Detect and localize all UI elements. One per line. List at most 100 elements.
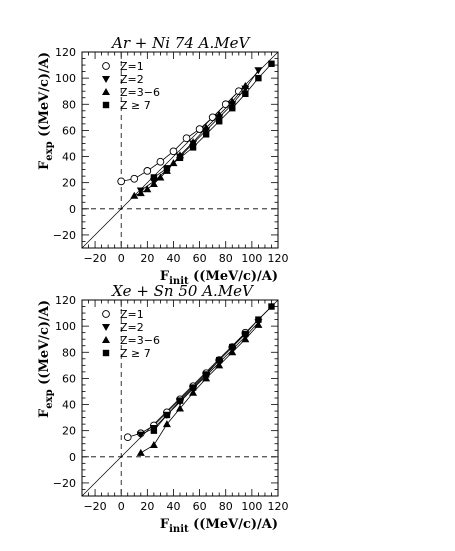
data-point [136,431,145,439]
data-point [176,154,184,162]
x-tick-label: 20 [140,252,154,265]
series-4 [150,303,275,434]
legend-marker [102,62,110,70]
data-point [215,361,224,369]
data-point [216,356,223,364]
data-point [202,131,210,138]
y-tick-label: 60 [62,372,76,385]
data-point [143,185,152,193]
chart-title: Ar + Ni 74 A.MeV [110,34,251,52]
chart-panel-1: −20 0 20 40 60 80 100 120 −20 0 20 40 60 80 100 120 Ar +… [37,34,289,287]
data-point [150,427,158,434]
data-point [268,60,275,67]
legend-label: Z=3−6 [120,86,160,99]
x-tick-label: 100 [241,500,262,513]
x-tick-label: 80 [219,500,233,513]
legend-marker [102,76,110,83]
data-point [130,191,139,199]
data-point [189,144,197,151]
y-axis-label-main: F [37,408,52,418]
x-tick-label: 120 [268,500,289,513]
y-axis-label-sub: exp [44,141,55,160]
legend: Z=1Z=2Z=3−6Z ≥ 7 [102,60,160,112]
data-point [162,420,171,428]
data-point [149,179,158,187]
y-axis-label-main: F [37,160,52,170]
x-tick-label: 40 [166,500,180,513]
chart-title: Xe + Sn 50 A.MeV [111,282,255,300]
data-point [254,320,263,328]
data-point [202,123,211,131]
series-line [153,63,272,178]
series-line [153,306,272,431]
series-line [140,324,259,454]
y-tick-label: 0 [69,451,76,464]
y-tick-label: 40 [62,399,76,412]
y-tick-label: −20 [53,229,76,242]
series-3 [136,320,263,456]
x-tick-label: 60 [193,252,207,265]
data-point [176,397,184,404]
data-point [176,404,184,412]
x-axis-label: Finit ((MeV/c)/A) [160,517,278,535]
legend-label: Z ≥ 7 [120,347,151,360]
data-point [202,374,211,382]
y-tick-label: 80 [62,346,76,359]
y-axis-label: Fexp ((MeV/c)/A) [37,52,55,170]
legend-marker [102,101,110,109]
y-tick-label: 20 [62,177,76,190]
legend-label: Z=1 [120,308,144,321]
y-tick-label: 60 [62,124,76,137]
x-tick-label: 120 [268,252,289,265]
y-tick-label: 40 [62,151,76,164]
y-tick-label: 120 [55,294,76,307]
y-tick-label: 120 [55,46,76,59]
data-point [255,316,262,323]
legend-label: Z=2 [120,73,144,86]
legend-marker [102,88,110,95]
x-tick-label: 0 [118,252,125,265]
y-tick-label: 100 [55,320,76,333]
x-axis-label-main: F [160,517,170,532]
data-point [136,448,145,456]
legend-marker [102,324,110,331]
legend-marker [102,349,110,357]
data-point [208,113,217,122]
y-tick-label: 0 [69,203,76,216]
x-tick-label: 0 [118,500,125,513]
data-point [189,138,198,146]
legend-label: Z=1 [120,60,144,73]
legend: Z=1Z=2Z=3−6Z ≥ 7 [102,308,160,360]
data-point [241,335,250,343]
y-tick-label: 100 [55,72,76,85]
y-axis-label-sub: exp [44,389,55,408]
x-axis-label-sub: init [169,276,189,287]
data-point [202,371,210,378]
y-tick-label: −20 [53,477,76,490]
data-point [228,348,237,356]
x-axis-label-rest: ((MeV/c)/A) [189,269,278,284]
data-point [195,125,204,133]
series-4 [150,60,275,181]
legend-label: Z=2 [120,321,144,334]
x-axis-label: Finit ((MeV/c)/A) [160,269,278,287]
diagonal-line [81,51,279,249]
y-axis-label-rest: ((MeV/c)/A) [37,300,52,389]
data-point [268,303,275,310]
data-point [229,343,236,351]
legend-marker [102,310,110,318]
data-point [156,157,165,166]
data-point [255,74,262,82]
x-axis-label-main: F [160,269,170,284]
data-point [229,104,236,112]
x-axis-label-rest: ((MeV/c)/A) [189,517,278,532]
data-point [143,167,152,175]
y-axis-label-rest: ((MeV/c)/A) [37,52,52,141]
data-point [117,177,126,186]
chart-panel-2: −20 0 20 40 60 80 100 120 −20 0 20 40 60 80 100 120 Xe +… [37,282,289,535]
data-point [189,388,198,396]
data-point [242,330,249,338]
x-tick-label: −20 [83,252,106,265]
data-point [156,173,165,181]
data-point [228,97,237,105]
